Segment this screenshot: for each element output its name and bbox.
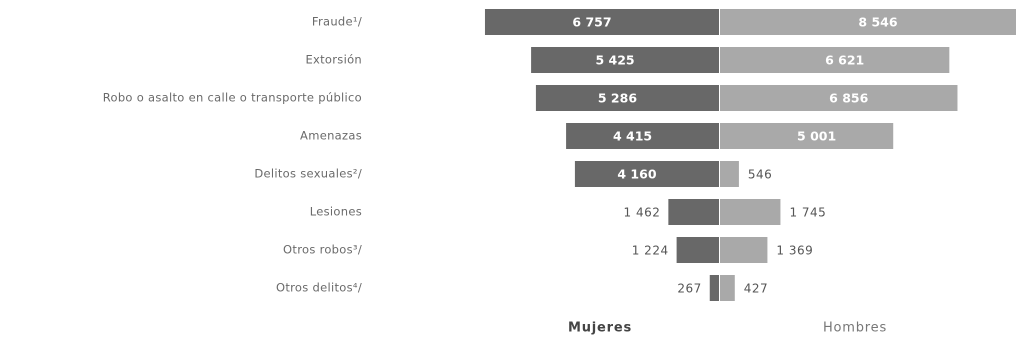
value-label: 1 224 (632, 244, 669, 258)
value-label: 546 (748, 168, 772, 182)
category-label: Extorsión (305, 53, 362, 67)
value-label: 1 462 (624, 206, 661, 220)
bar (720, 199, 781, 225)
bar (709, 275, 719, 301)
legend-label: Hombres (823, 321, 887, 336)
value-label: 6 757 (572, 15, 611, 30)
bar (535, 85, 719, 111)
bar (531, 47, 719, 73)
value-label: 6 621 (825, 53, 864, 68)
bar (720, 123, 894, 149)
bar (574, 161, 719, 187)
bar (720, 275, 735, 301)
bar (676, 237, 719, 263)
category-label: Lesiones (310, 205, 362, 219)
category-label: Otros robos³/ (283, 243, 362, 257)
value-label: 5 001 (797, 129, 836, 144)
bar (484, 9, 719, 35)
bar (720, 9, 1016, 35)
value-label: 427 (744, 282, 768, 296)
bar (668, 199, 719, 225)
bar (720, 161, 739, 187)
value-label: 6 856 (829, 91, 868, 106)
category-label: Amenazas (300, 129, 362, 143)
category-label: Robo o asalto en calle o transporte públ… (103, 91, 362, 105)
bar (720, 47, 950, 73)
value-label: 4 415 (613, 129, 652, 144)
value-label: 4 160 (617, 167, 656, 182)
category-label: Otros delitos⁴/ (276, 281, 362, 295)
value-label: 1 745 (789, 206, 826, 220)
legend-label: Mujeres (568, 321, 632, 336)
value-label: 8 546 (858, 15, 897, 30)
category-label: Delitos sexuales²/ (254, 167, 362, 181)
value-label: 1 369 (776, 244, 813, 258)
bar (720, 237, 768, 263)
value-label: 5 425 (595, 53, 634, 68)
value-label: 5 286 (598, 91, 637, 106)
bar (720, 85, 958, 111)
value-label: 267 (677, 282, 701, 296)
category-label: Fraude¹/ (312, 15, 362, 29)
bar (566, 123, 719, 149)
